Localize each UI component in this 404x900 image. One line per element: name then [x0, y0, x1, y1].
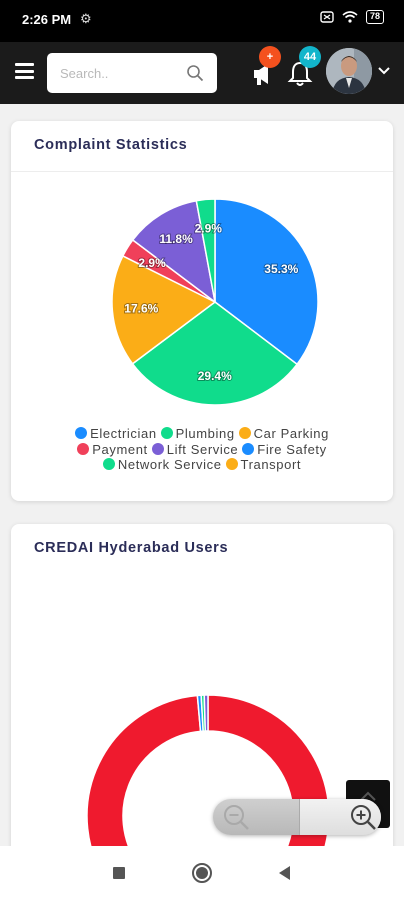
- legend-dot: [102, 458, 115, 470]
- dashboard-content[interactable]: Complaint Statistics 35.3% 29.4% 17.6% 2.9%…: [0, 104, 404, 846]
- legend-item[interactable]: Fire Safety: [242, 442, 326, 458]
- recents-button[interactable]: [89, 846, 149, 900]
- system-nav-bar: [0, 846, 404, 900]
- legend-item[interactable]: Lift Service: [151, 441, 239, 458]
- slice-label: 35.3%: [264, 262, 298, 276]
- legend-item[interactable]: Payment: [77, 442, 148, 458]
- legend-dot: [225, 458, 238, 470]
- legend-label: Transport: [240, 457, 302, 472]
- pie-slice[interactable]: [131, 301, 299, 406]
- legend-label: Electrician: [90, 426, 157, 441]
- zoom-in-button[interactable]: [299, 799, 381, 835]
- pie-slice[interactable]: [195, 199, 216, 303]
- legend-item[interactable]: Network Service: [102, 457, 222, 473]
- legend-item[interactable]: Transport: [225, 457, 302, 473]
- avatar[interactable]: [326, 48, 372, 94]
- chevron-down-icon[interactable]: [378, 66, 390, 76]
- legend-dot: [160, 427, 173, 439]
- zoom-control: [213, 799, 381, 835]
- sim-icon: [320, 11, 334, 23]
- status-time: 2:26 PM: [22, 12, 72, 27]
- zoom-out-button[interactable]: [213, 799, 299, 835]
- slice-label: 2.9%: [138, 256, 166, 270]
- slice-label: 11.8%: [159, 232, 193, 246]
- search-box[interactable]: [47, 53, 217, 93]
- legend-item[interactable]: Plumbing: [160, 426, 235, 442]
- back-button[interactable]: [255, 846, 315, 900]
- legend-item[interactable]: Car Parking: [238, 426, 329, 442]
- back-icon: [279, 866, 290, 880]
- divider: [11, 171, 393, 172]
- notification-button[interactable]: 44: [285, 46, 321, 90]
- legend-label: Fire Safety: [257, 441, 327, 457]
- legend-item[interactable]: Electrician: [75, 426, 157, 442]
- slice-label: 29.4%: [198, 369, 232, 383]
- users-card: CREDAI Hyderabad Users 98.6%: [11, 524, 393, 846]
- complaint-statistics-card: Complaint Statistics 35.3% 29.4% 17.6% 2.9%…: [11, 121, 393, 501]
- menu-icon[interactable]: [15, 63, 34, 79]
- users-donut-chart[interactable]: 98.6%: [11, 604, 393, 846]
- announcement-button[interactable]: +: [249, 46, 281, 90]
- megaphone-icon: [254, 64, 268, 85]
- slice-label: 17.6%: [124, 302, 158, 316]
- zoom-in-icon: [351, 805, 376, 830]
- search-icon[interactable]: [186, 64, 204, 82]
- battery-icon: 78: [365, 10, 384, 24]
- card-title: Complaint Statistics: [34, 137, 188, 153]
- status-bar: 2:26 PM ⚙ 78: [0, 0, 404, 42]
- legend-dot: [77, 442, 90, 455]
- chevron-up-icon: [360, 791, 376, 801]
- pie-slice[interactable]: [86, 694, 330, 846]
- legend-dot: [75, 427, 88, 439]
- legend-label: Car Parking: [253, 426, 329, 441]
- legend-label: Network Service: [117, 457, 222, 472]
- pie-slice[interactable]: [214, 199, 319, 366]
- announcement-badge: +: [259, 46, 281, 68]
- home-button[interactable]: [172, 846, 232, 900]
- app-bar: + 44: [0, 42, 404, 104]
- pie-slice[interactable]: [111, 254, 217, 365]
- card-title: CREDAI Hyderabad Users: [34, 540, 229, 556]
- legend-dot: [151, 442, 164, 455]
- wifi-icon: [342, 11, 358, 23]
- legend-dot: [242, 442, 255, 455]
- complaint-pie-chart[interactable]: 35.3%29.4%17.6%2.9%11.8%2.9%: [11, 199, 393, 421]
- zoom-out-icon: [224, 805, 249, 830]
- pie-slice[interactable]: [131, 199, 217, 304]
- recents-icon: [113, 867, 125, 879]
- legend-label: Plumbing: [175, 426, 235, 441]
- search-input[interactable]: [60, 53, 180, 93]
- home-icon: [192, 863, 212, 883]
- pie-slice[interactable]: [203, 694, 209, 732]
- status-icons: 78: [320, 10, 384, 24]
- legend-label: Lift Service: [166, 441, 239, 457]
- notification-badge: 44: [299, 46, 321, 68]
- settings-icon: ⚙: [80, 11, 92, 26]
- legend-dot: [238, 427, 251, 439]
- slice-label: 2.9%: [195, 221, 223, 235]
- chart-legend[interactable]: Electrician Plumbing Car Parking Payment Lif…: [11, 426, 393, 473]
- legend-label: Payment: [92, 441, 148, 457]
- user-photo-icon: [326, 48, 372, 94]
